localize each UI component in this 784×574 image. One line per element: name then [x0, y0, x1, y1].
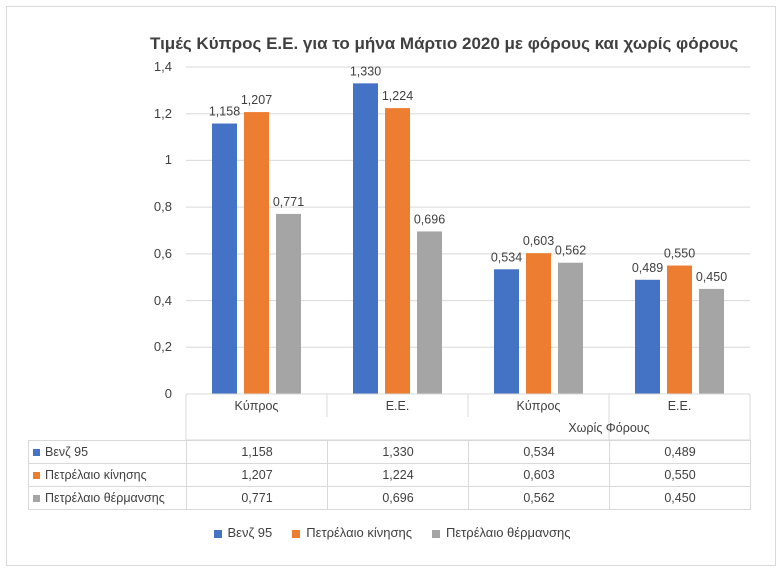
- bar: [494, 269, 519, 394]
- legend-swatch-icon: [292, 529, 301, 538]
- data-table-cell: 0,489: [609, 440, 751, 464]
- y-tick-label: 1,2: [153, 105, 172, 121]
- legend-item: Πετρέλαιο κίνησης: [292, 525, 412, 540]
- category-label: Κύπρος: [516, 399, 561, 413]
- y-tick-label: 0: [164, 386, 172, 401]
- bar: [526, 253, 551, 394]
- bar: [244, 112, 269, 394]
- data-label: 1,158: [209, 105, 240, 119]
- data-label: 0,696: [414, 212, 445, 226]
- data-label: 0,450: [696, 270, 727, 284]
- bar: [667, 265, 692, 394]
- bar: [417, 231, 442, 394]
- y-tick-label: 0,8: [153, 199, 172, 215]
- y-tick-label: 1,4: [153, 59, 172, 74]
- bar: [276, 213, 301, 394]
- data-label: 0,771: [273, 195, 304, 209]
- data-table-cell: 1,330: [327, 440, 469, 464]
- category-label: Ε.Ε.: [385, 399, 410, 413]
- data-table-cell: 0,550: [609, 463, 751, 487]
- y-tick-label: 0,4: [153, 292, 172, 308]
- data-label: 0,603: [523, 234, 554, 248]
- bar: [635, 279, 660, 394]
- data-label: 1,330: [350, 64, 381, 78]
- data-label: 0,562: [555, 244, 586, 258]
- bar: [558, 262, 583, 394]
- series-key-icon: [33, 495, 40, 503]
- data-table-series-name: Πετρέλαιο θέρμανσης: [28, 486, 187, 510]
- data-label: 1,207: [241, 93, 272, 107]
- legend-label: Βενζ 95: [227, 525, 273, 540]
- legend: Βενζ 95 Πετρέλαιο κίνησης Πετρέλαιο θέρμαν…: [0, 525, 784, 540]
- legend-item: Πετρέλαιο θέρμανσης: [431, 525, 571, 540]
- data-table-cell: 0,696: [327, 486, 469, 510]
- data-table: Βενζ 95 1,158 1,330 0,534 0,489 Πετρέλαιο κίν…: [28, 440, 751, 510]
- data-table-cell: 0,534: [468, 440, 610, 464]
- data-table-cell: 1,207: [186, 463, 328, 487]
- data-table-cell: 0,771: [186, 486, 328, 510]
- series-key-icon: [33, 472, 40, 480]
- data-label: 1,224: [382, 89, 413, 103]
- series-name: Πετρέλαιο κίνησης: [45, 468, 147, 482]
- legend-label: Πετρέλαιο κίνησης: [306, 525, 412, 540]
- data-table-cell: 1,224: [327, 463, 469, 487]
- legend-label: Πετρέλαιο θέρμανσης: [445, 525, 571, 540]
- data-table-cell: 0,450: [609, 486, 751, 510]
- data-table-series-name: Πετρέλαιο κίνησης: [28, 463, 187, 487]
- category-label: Κύπρος: [234, 399, 279, 413]
- data-table-row: Πετρέλαιο θέρμανσης 0,771 0,696 0,562 0,450: [28, 486, 751, 510]
- data-table-series-name: Βενζ 95: [28, 440, 187, 464]
- y-tick-label: 0,6: [153, 245, 172, 261]
- bar: [353, 83, 378, 394]
- y-tick-label: 0,2: [153, 339, 172, 355]
- data-table-row: Πετρέλαιο κίνησης 1,207 1,224 0,603 0,550: [28, 463, 751, 487]
- data-label: 0,534: [491, 250, 522, 264]
- data-label: 0,550: [664, 247, 695, 261]
- bar: [385, 108, 410, 394]
- chart-title: Τιμές Κύπρος Ε.Ε. για το μήνα Μάρτιο 202…: [150, 34, 739, 53]
- legend-item: Βενζ 95: [213, 525, 273, 540]
- bar: [699, 288, 724, 394]
- data-table-row: Βενζ 95 1,158 1,330 0,534 0,489: [28, 440, 751, 464]
- data-table-cell: 0,562: [468, 486, 610, 510]
- legend-swatch-icon: [213, 529, 222, 538]
- y-tick-label: 1: [164, 152, 172, 168]
- series-key-icon: [33, 449, 40, 457]
- category-label: Ε.Ε.: [667, 399, 692, 413]
- series-name: Πετρέλαιο θέρμανσης: [45, 491, 165, 505]
- data-table-cell: 1,158: [186, 440, 328, 464]
- data-label: 0,489: [632, 261, 663, 275]
- series-name: Βενζ 95: [45, 445, 89, 459]
- legend-swatch-icon: [431, 529, 440, 538]
- bar: [212, 123, 237, 394]
- category-group-label: Χωρίς Φόρους: [568, 421, 650, 435]
- data-table-cell: 0,603: [468, 463, 610, 487]
